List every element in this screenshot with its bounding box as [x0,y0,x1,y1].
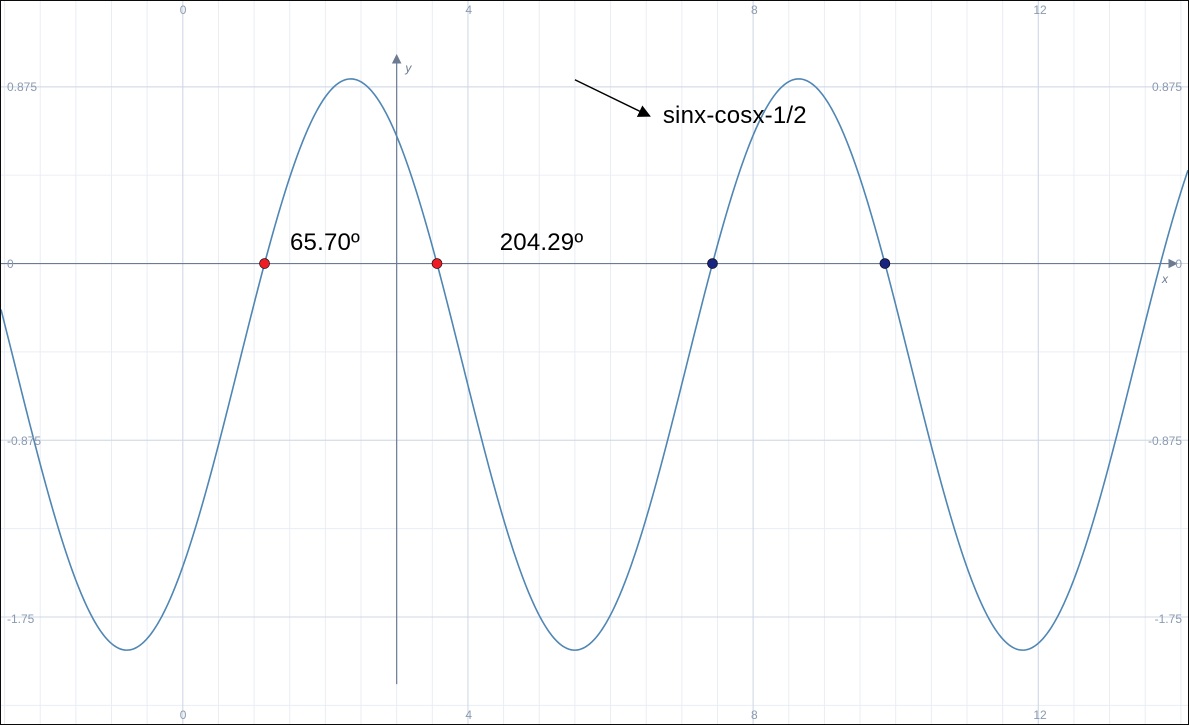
x-tick-top-0: 0 [180,3,187,17]
y-axis-label: y [405,61,411,75]
y-tick-left-0: -1.75 [7,612,34,626]
chart-svg [1,1,1188,724]
x-tick-bottom-1: 4 [465,708,472,722]
y-tick-right-2: 0 [1175,257,1182,271]
x-tick-bottom-0: 0 [180,708,187,722]
annotation-arrow [575,80,650,116]
x-tick-top-2: 8 [751,3,758,17]
grid-minor [1,1,1188,724]
x-axis-label: x [1162,272,1168,286]
expression-annotation: sinx-cosx-1/2 [663,102,807,130]
y-tick-left-2: 0 [7,257,14,271]
y-tick-left-1: -0.875 [7,434,41,448]
chart-container: 0 4 8 12 0 4 8 12 -1.75 -0.875 0 0.875 -… [0,0,1189,725]
axes [1,56,1176,684]
y-tick-right-3: 0.875 [1152,80,1182,94]
y-tick-left-3: 0.875 [7,80,37,94]
function-curve [1,79,1188,650]
x-tick-top-3: 12 [1033,3,1046,17]
y-tick-right-1: -0.875 [1148,434,1182,448]
root-label-0: 65.70º [290,229,360,257]
grid-major [1,1,1188,724]
x-tick-top-1: 4 [465,3,472,17]
root-label-1: 204.29º [500,229,584,257]
x-tick-bottom-2: 8 [751,708,758,722]
y-tick-right-0: -1.75 [1155,612,1182,626]
x-tick-bottom-3: 12 [1033,708,1046,722]
